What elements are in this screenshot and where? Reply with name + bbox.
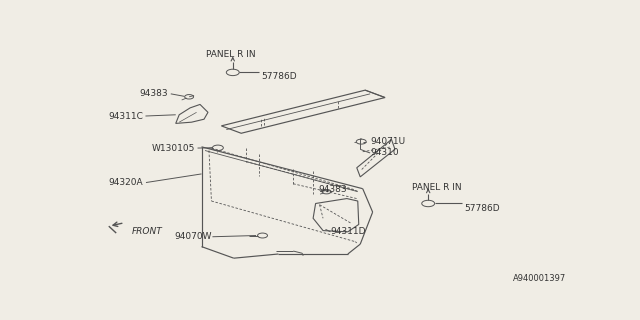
Text: A940001397: A940001397 xyxy=(513,274,566,283)
Text: 57786D: 57786D xyxy=(465,204,500,213)
Text: 94311D: 94311D xyxy=(330,227,366,236)
Text: 57786D: 57786D xyxy=(261,72,297,81)
Text: 94320A: 94320A xyxy=(109,178,143,187)
Text: PANEL R IN: PANEL R IN xyxy=(412,183,462,192)
Text: 94070W: 94070W xyxy=(174,232,211,241)
Text: PANEL R IN: PANEL R IN xyxy=(207,50,256,59)
Text: FRONT: FRONT xyxy=(132,227,163,236)
Text: 94310: 94310 xyxy=(370,148,399,157)
Text: W130105: W130105 xyxy=(152,144,195,153)
Text: 94383: 94383 xyxy=(140,89,168,98)
Text: 94311C: 94311C xyxy=(109,111,143,121)
Text: 94071U: 94071U xyxy=(370,137,405,146)
Text: 94383: 94383 xyxy=(318,185,347,195)
